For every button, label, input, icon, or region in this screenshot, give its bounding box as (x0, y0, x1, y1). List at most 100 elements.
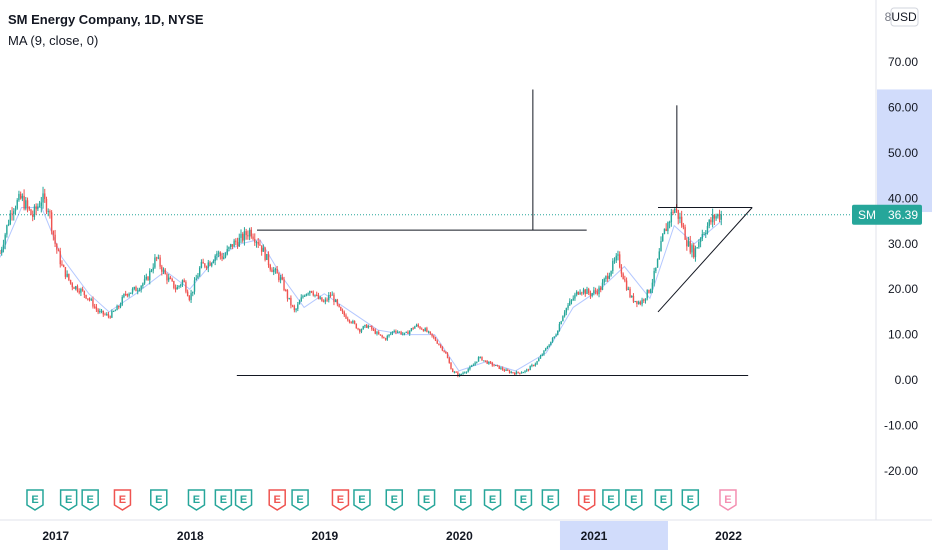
price-candle (427, 331, 430, 333)
price-candle (429, 331, 432, 334)
price-candle (362, 326, 364, 330)
earnings-label: E (607, 494, 614, 506)
earnings-marker[interactable]: E (150, 489, 168, 511)
time-tick-label: 2019 (311, 529, 338, 543)
price-candle (532, 365, 535, 367)
price-candle (97, 309, 99, 313)
earnings-label: E (547, 494, 554, 506)
price-candle (398, 331, 401, 333)
triangle-bottom[interactable] (657, 207, 753, 313)
price-candle (21, 195, 24, 199)
currency-button[interactable] (890, 7, 919, 27)
price-candle (446, 353, 449, 359)
price-candle (260, 245, 263, 252)
price-candle (555, 335, 557, 337)
price-candle (279, 277, 282, 281)
price-candle (154, 257, 156, 268)
price-candle (431, 333, 433, 337)
earnings-marker[interactable]: E (602, 489, 620, 511)
price-candle (651, 282, 654, 290)
earnings-marker[interactable]: E (541, 489, 560, 511)
earnings-marker[interactable]: E (385, 489, 404, 511)
last-price-tag: SM 36.39 (852, 204, 922, 225)
price-candle (66, 273, 68, 277)
symbol-title[interactable]: SM Energy Company, 1D, NYSE (8, 12, 204, 27)
price-candle (584, 289, 586, 295)
price-candle (665, 228, 667, 232)
earnings-marker[interactable]: E (187, 489, 206, 511)
price-candle (13, 211, 15, 214)
earnings-marker[interactable]: E (625, 489, 643, 511)
price-axis[interactable]: 70.00 60.00 50.00 40.00 30.00 20.00 10.00 0.00 -… (884, 55, 918, 478)
price-candle (233, 240, 235, 247)
price-candle (25, 200, 27, 209)
price-candle (496, 365, 499, 367)
price-candle (600, 287, 602, 290)
earnings-label: E (489, 494, 496, 506)
price-tick-label: -20.00 (884, 464, 918, 478)
earnings-marker[interactable]: E (291, 489, 309, 511)
price-candle (439, 345, 442, 347)
earnings-marker[interactable]: E (214, 489, 233, 511)
currency-label[interactable]: USD (891, 10, 917, 24)
price-candle (64, 267, 67, 277)
price-candle (367, 326, 370, 328)
earnings-marker[interactable]: E (268, 489, 286, 511)
price-candle (386, 336, 389, 340)
earnings-marker[interactable]: E (681, 489, 700, 511)
earnings-marker[interactable]: E (483, 489, 502, 511)
price-candle (588, 289, 590, 294)
price-candle (248, 229, 251, 237)
price-candle (59, 251, 61, 265)
price-candle (26, 200, 29, 208)
earnings-marker[interactable]: E (59, 489, 78, 511)
price-candle (149, 270, 151, 281)
price-candle (390, 333, 392, 335)
price-candle (698, 242, 700, 248)
earnings-marker[interactable]: E (654, 489, 673, 511)
price-candle (247, 235, 249, 237)
earnings-marker[interactable]: E (719, 489, 737, 511)
price-candle (531, 365, 533, 367)
price-candle (90, 299, 92, 301)
price-candle (629, 288, 631, 298)
price-candle (488, 361, 490, 364)
last-price-symbol: SM (858, 208, 876, 222)
price-candle (317, 294, 320, 299)
price-candle (252, 236, 254, 239)
earnings-marker[interactable]: E (26, 489, 44, 511)
price-candle (35, 206, 37, 210)
earnings-marker[interactable]: E (81, 489, 99, 511)
price-candle (526, 369, 528, 371)
earnings-label: E (391, 494, 398, 506)
price-candle (484, 360, 487, 362)
price-candle (672, 211, 674, 213)
indicator-label[interactable]: MA (9, close, 0) (8, 33, 99, 48)
trend-drawings[interactable] (236, 89, 753, 376)
earnings-flag-icon (59, 489, 78, 511)
earnings-marker[interactable]: E (234, 489, 253, 511)
price-candle (310, 291, 313, 293)
price-candle (460, 373, 463, 375)
earnings-marker[interactable]: E (417, 489, 436, 511)
price-candle (102, 310, 104, 315)
price-candle (264, 247, 266, 260)
price-candle (438, 343, 440, 346)
price-candle (133, 287, 135, 289)
price-candle (316, 294, 318, 296)
price-candle (209, 262, 211, 266)
earnings-marker[interactable]: E (577, 489, 596, 511)
earnings-marker[interactable]: E (514, 489, 533, 511)
earnings-marker[interactable]: E (353, 489, 371, 511)
price-candle (350, 321, 352, 323)
earnings-marker[interactable]: E (454, 489, 472, 511)
earnings-marker[interactable]: E (113, 489, 132, 511)
price-candle (519, 372, 521, 374)
price-candle (116, 306, 118, 311)
price-candle (106, 314, 108, 316)
price-candle (513, 373, 516, 375)
earnings-marker[interactable]: E (331, 489, 350, 511)
price-candle (245, 231, 247, 236)
time-axis[interactable]: 2017 2018 2019 2020 2021 2022 (42, 529, 742, 543)
